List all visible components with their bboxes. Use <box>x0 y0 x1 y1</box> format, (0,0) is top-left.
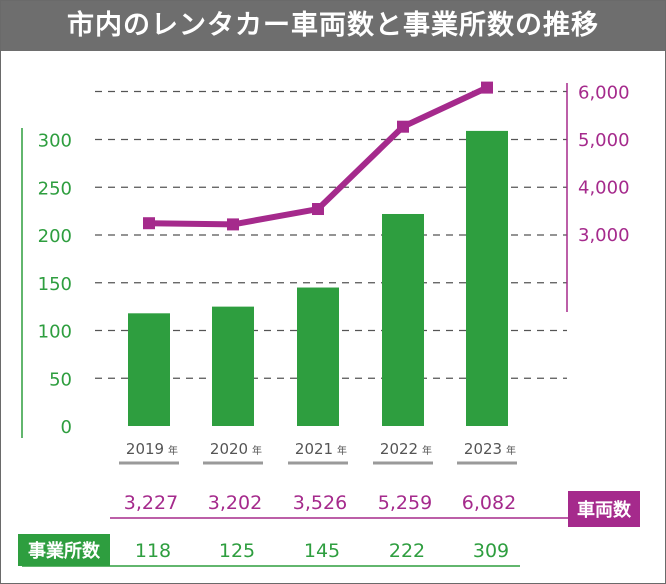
vehicle-line <box>143 81 493 231</box>
left-axis-ticks: 0 50 100 150 200 250 300 <box>38 131 72 439</box>
year-label-box <box>203 432 263 464</box>
vehicles-value: 3,227 <box>124 492 178 514</box>
vehicles-badge <box>568 491 640 527</box>
year-label: 2023 <box>464 440 502 458</box>
year-label-box <box>288 432 348 464</box>
vehicles-value: 6,082 <box>462 492 516 514</box>
offices-badge-label: 事業所数 <box>28 540 101 562</box>
year-unit: 年 <box>168 444 178 457</box>
year-unit: 年 <box>506 444 516 457</box>
year-label: 2022 <box>380 440 418 458</box>
axes <box>21 83 568 438</box>
vehicles-row: 3,227 3,202 3,526 5,259 6,082 <box>124 492 516 514</box>
offices-badge <box>18 534 110 566</box>
year-labels: 2019 年 2020 年 2021 年 2022 年 2023 年 <box>119 432 517 465</box>
vehicle-point <box>312 203 324 216</box>
vehicle-point <box>397 120 409 133</box>
left-tick-label: 100 <box>38 322 72 343</box>
vehicles-value: 3,202 <box>208 492 262 514</box>
vehicles-value: 5,259 <box>378 492 432 514</box>
offices-value: 145 <box>304 540 340 562</box>
year-label-box <box>373 432 433 464</box>
vehicle-point <box>227 218 239 231</box>
year-unit: 年 <box>337 444 347 457</box>
left-tick-label: 250 <box>38 178 72 199</box>
chart-title: 市内のレンタカー車両数と事業所数の推移 <box>1 1 665 51</box>
offices-value: 125 <box>219 540 255 562</box>
year-label: 2019 <box>126 440 164 458</box>
offices-value: 118 <box>135 540 171 562</box>
offices-value: 222 <box>389 540 425 562</box>
left-tick-label: 150 <box>38 274 72 295</box>
left-tick-label: 0 <box>61 417 72 438</box>
office-bar <box>297 287 339 426</box>
left-tick-label: 200 <box>38 226 72 247</box>
office-bar <box>128 313 170 426</box>
left-tick-label: 50 <box>49 369 72 390</box>
right-tick-label: 6,000 <box>578 83 630 104</box>
vehicles-value: 3,526 <box>293 492 347 514</box>
year-label: 2021 <box>295 440 333 458</box>
vehicles-badge-label: 車両数 <box>577 499 632 521</box>
year-label-box <box>119 432 179 464</box>
office-bar <box>212 306 254 426</box>
offices-value: 309 <box>473 540 509 562</box>
offices-row: 118 125 145 222 309 <box>135 540 509 562</box>
right-tick-label: 5,000 <box>578 130 630 151</box>
vehicle-point <box>481 81 493 94</box>
left-tick-label: 300 <box>38 131 72 152</box>
office-bars <box>128 130 508 426</box>
year-label-box <box>457 432 517 464</box>
year-unit: 年 <box>252 444 262 457</box>
right-tick-label: 4,000 <box>578 178 630 199</box>
office-bar <box>382 213 424 426</box>
year-label: 2020 <box>210 440 248 458</box>
vehicle-point <box>143 217 155 230</box>
right-axis-ticks: 3,000 4,000 5,000 6,000 <box>578 83 630 247</box>
year-unit: 年 <box>422 444 432 457</box>
right-tick-label: 3,000 <box>578 225 630 246</box>
office-bar <box>466 130 508 426</box>
